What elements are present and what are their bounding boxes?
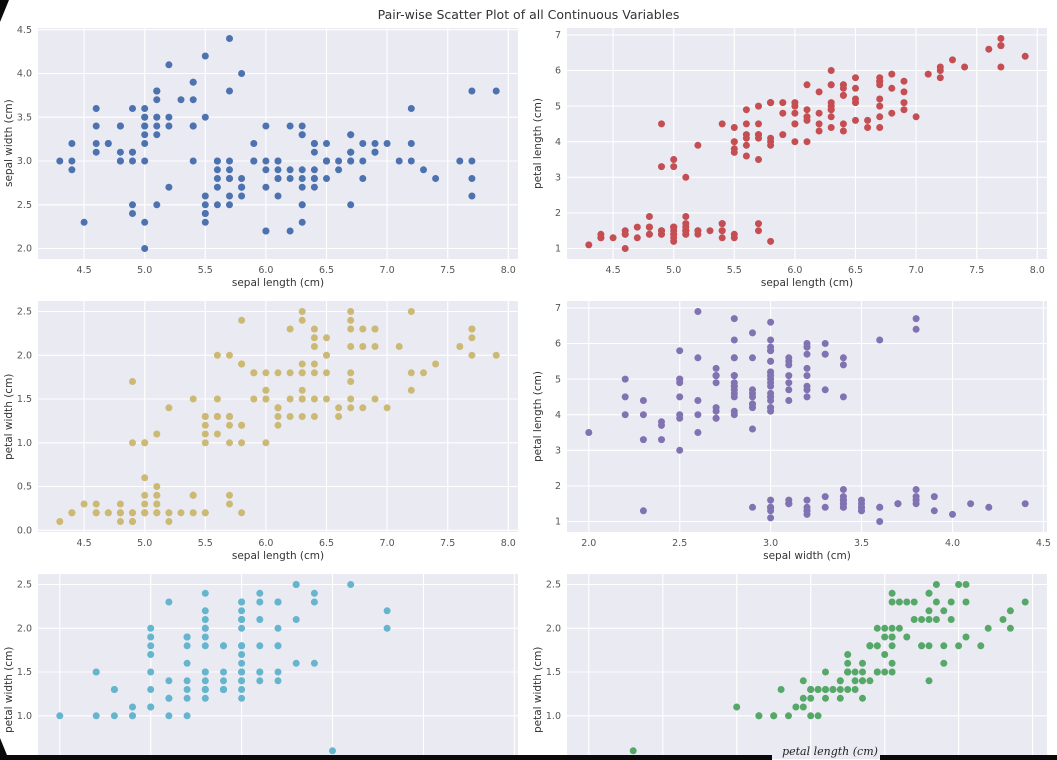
svg-text:5.5: 5.5: [198, 538, 213, 549]
svg-text:2.5: 2.5: [672, 538, 687, 549]
background-window-corner-bottom: [0, 738, 9, 760]
svg-text:5.0: 5.0: [137, 265, 152, 276]
svg-text:5.0: 5.0: [666, 265, 681, 276]
svg-text:1: 1: [555, 244, 561, 255]
y-axis-label: petal width (cm): [3, 646, 15, 733]
y-axis-label: petal length (cm): [532, 98, 544, 189]
svg-text:4.0: 4.0: [17, 69, 32, 80]
svg-text:1.5: 1.5: [17, 667, 32, 678]
svg-text:7: 7: [555, 303, 561, 314]
svg-text:7.5: 7.5: [969, 265, 984, 276]
figure-title: Pair-wise Scatter Plot of all Continuous…: [377, 7, 680, 22]
svg-text:4: 4: [555, 410, 561, 421]
y-axis-label: petal length (cm): [532, 371, 544, 462]
subplot-petal-width-vs-sepal-width: petal width (cm) 0.00.51.01.52.02.5: [0, 568, 528, 760]
plot-canvas: 4.5 5.0 5.5 6.0 6.5 7.0 7.5 8.0 2.0 2.5 3.0 3.5 4.0 4…: [17, 25, 518, 276]
svg-text:5: 5: [555, 374, 561, 385]
svg-text:1.5: 1.5: [17, 394, 32, 405]
svg-text:4.5: 4.5: [77, 265, 92, 276]
x-axis-label: sepal length (cm): [760, 277, 854, 289]
svg-text:2: 2: [555, 208, 561, 219]
background-window-text: petal length (cm): [782, 745, 878, 758]
svg-text:2.0: 2.0: [546, 624, 561, 635]
svg-text:8.0: 8.0: [501, 265, 516, 276]
svg-text:6: 6: [555, 66, 561, 77]
svg-text:2.5: 2.5: [17, 307, 32, 318]
svg-text:1.0: 1.0: [17, 711, 32, 722]
plot-canvas: 0.00.51.01.52.02.5: [17, 574, 518, 760]
subplot-petal-width-vs-sepal-length: petal width (cm) 4.5 5.0 5.5 6.0 6.5 7.0 7.5 8.…: [0, 295, 528, 568]
svg-text:0.0: 0.0: [17, 525, 32, 536]
background-window-edge-left: [0, 755, 772, 760]
subplot-petal-length-vs-sepal-width: petal length (cm) 2.0 2.5 3.0 3.5 4.0 4.5 1 2 3 4…: [529, 295, 1057, 568]
svg-text:3.5: 3.5: [854, 538, 869, 549]
svg-text:1.0: 1.0: [17, 438, 32, 449]
x-axis-label: sepal length (cm): [231, 550, 325, 562]
svg-text:5.5: 5.5: [198, 265, 213, 276]
svg-text:7: 7: [555, 30, 561, 41]
svg-text:7.5: 7.5: [440, 538, 455, 549]
svg-text:7.0: 7.0: [909, 265, 924, 276]
x-axis-label: sepal length (cm): [231, 277, 325, 289]
svg-text:2.5: 2.5: [546, 580, 561, 591]
svg-text:3: 3: [555, 446, 561, 457]
x-axis-label: sepal width (cm): [763, 550, 851, 562]
y-axis-label: petal width (cm): [3, 373, 15, 460]
svg-text:4: 4: [555, 137, 561, 148]
background-window-edge-right: [880, 755, 1057, 760]
svg-text:5: 5: [555, 101, 561, 112]
svg-text:6.0: 6.0: [258, 265, 273, 276]
svg-text:4.5: 4.5: [1036, 538, 1051, 549]
svg-text:6.0: 6.0: [787, 265, 802, 276]
svg-text:0.5: 0.5: [17, 482, 32, 493]
svg-text:3.5: 3.5: [17, 112, 32, 123]
svg-text:7.0: 7.0: [380, 265, 395, 276]
y-axis-label: petal width (cm): [532, 646, 544, 733]
svg-text:8.0: 8.0: [501, 538, 516, 549]
svg-text:5.5: 5.5: [727, 265, 742, 276]
svg-text:2.5: 2.5: [17, 580, 32, 591]
svg-text:8.0: 8.0: [1030, 265, 1045, 276]
svg-text:1: 1: [555, 517, 561, 528]
plot-canvas: 2.0 2.5 3.0 3.5 4.0 4.5 1 2 3 4 5 6 7: [555, 301, 1051, 549]
svg-text:2: 2: [555, 481, 561, 492]
subplot-sepal-width-vs-sepal-length: sepal width (cm) 4.5 5.0 5.5 6.0 6.5 7.0 7.5 8.…: [0, 22, 528, 295]
subplot-petal-length-vs-sepal-length: petal length (cm) 4.5 5.0 5.5 6.0 6.5 7.0 7.5 8…: [529, 22, 1057, 295]
y-axis-label: sepal width (cm): [3, 99, 15, 188]
svg-text:4.5: 4.5: [17, 25, 32, 36]
plot-canvas: 0.00.51.01.52.02.5: [546, 574, 1047, 760]
plot-canvas: 4.5 5.0 5.5 6.0 6.5 7.0 7.5 8.0 0.0 0.5 1.0 1.5 2.0 2…: [17, 301, 518, 549]
svg-text:7.5: 7.5: [440, 265, 455, 276]
svg-text:6: 6: [555, 339, 561, 350]
plot-canvas: 4.5 5.0 5.5 6.0 6.5 7.0 7.5 8.0 1 2 3 4 5 6 7: [555, 28, 1047, 276]
svg-text:2.0: 2.0: [581, 538, 596, 549]
subplot-petal-width-vs-petal-length: petal width (cm) 0.00.51.01.52.02.5: [529, 568, 1057, 760]
background-window-corner-top: [0, 0, 9, 22]
svg-text:4.5: 4.5: [77, 538, 92, 549]
svg-text:7.0: 7.0: [380, 538, 395, 549]
svg-text:6.5: 6.5: [319, 538, 334, 549]
svg-text:3: 3: [555, 173, 561, 184]
svg-text:6.0: 6.0: [258, 538, 273, 549]
svg-text:6.5: 6.5: [848, 265, 863, 276]
svg-text:2.5: 2.5: [17, 200, 32, 211]
svg-text:5.0: 5.0: [137, 538, 152, 549]
svg-text:2.0: 2.0: [17, 624, 32, 635]
svg-text:3.0: 3.0: [763, 538, 778, 549]
svg-text:3.0: 3.0: [17, 156, 32, 167]
svg-text:6.5: 6.5: [319, 265, 334, 276]
svg-text:4.5: 4.5: [606, 265, 621, 276]
svg-text:1.5: 1.5: [546, 667, 561, 678]
svg-text:1.0: 1.0: [546, 711, 561, 722]
svg-text:2.0: 2.0: [17, 351, 32, 362]
svg-text:4.0: 4.0: [945, 538, 960, 549]
svg-text:2.0: 2.0: [17, 244, 32, 255]
